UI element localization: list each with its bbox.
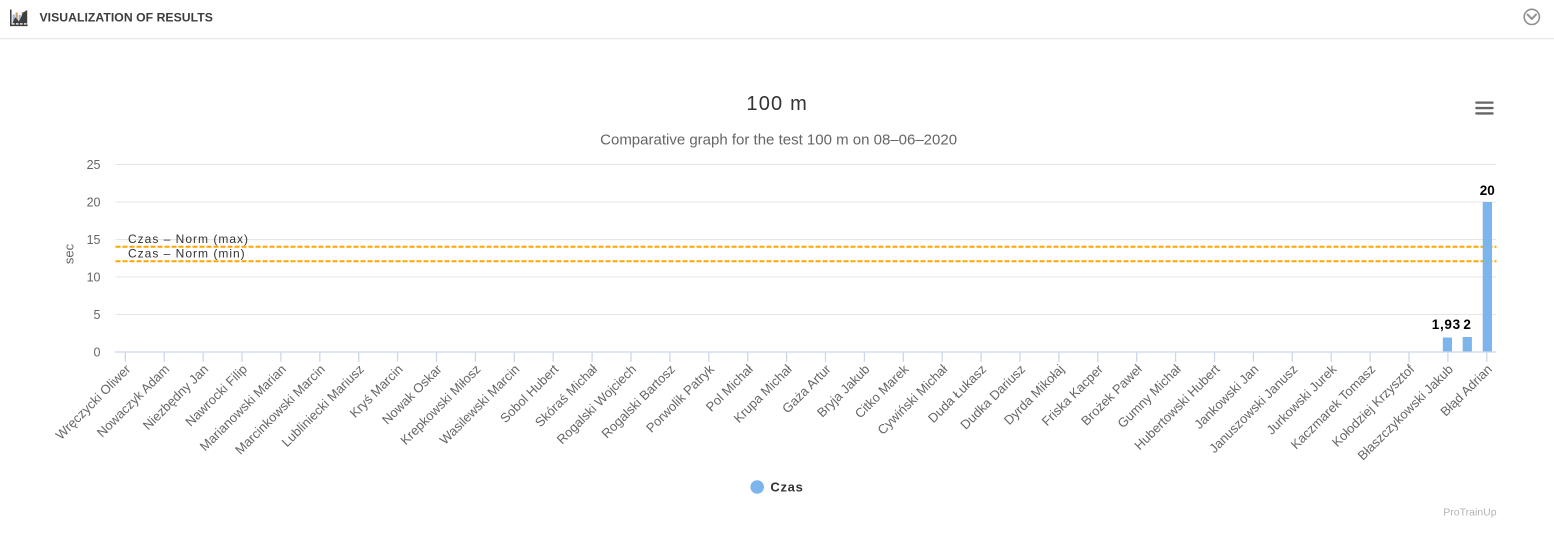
svg-text:Czas – Norm (max): Czas – Norm (max)	[128, 232, 249, 246]
svg-text:Czas – Norm (min): Czas – Norm (min)	[128, 246, 246, 260]
svg-text:Czas: Czas	[770, 479, 803, 494]
svg-text:ProTrainUp: ProTrainUp	[1443, 507, 1496, 519]
svg-text:25: 25	[87, 158, 101, 172]
svg-text:100 m: 100 m	[746, 93, 808, 115]
svg-text:5: 5	[94, 308, 101, 322]
svg-text:20: 20	[87, 196, 101, 210]
svg-text:2: 2	[1463, 317, 1471, 332]
svg-text:VISUALIZATION OF RESULTS: VISUALIZATION OF RESULTS	[40, 10, 213, 24]
svg-text:10: 10	[87, 271, 101, 285]
svg-text:0: 0	[94, 346, 101, 360]
svg-text:15: 15	[87, 233, 101, 247]
svg-text:Comparative graph for the test: Comparative graph for the test 100 m on …	[600, 132, 957, 149]
svg-text:sec: sec	[62, 243, 77, 264]
svg-text:20: 20	[1480, 183, 1495, 198]
svg-text:1,93: 1,93	[1432, 317, 1461, 332]
